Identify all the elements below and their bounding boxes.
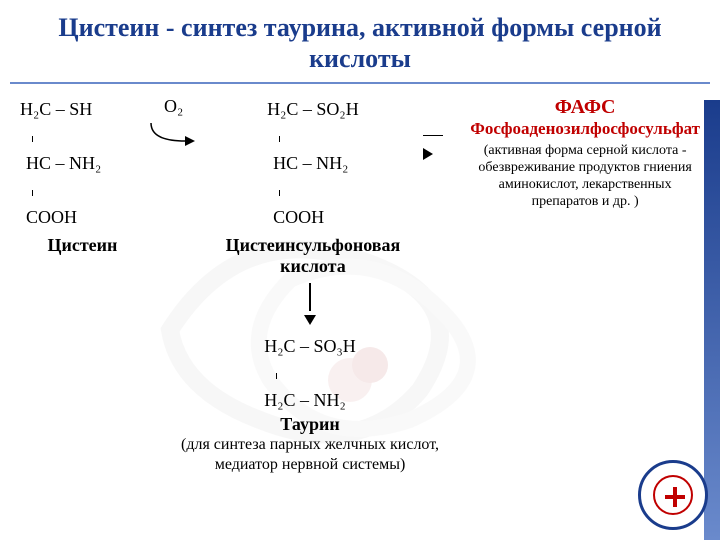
csulf-line1: H₂C – SO₂H <box>267 96 359 123</box>
diagram-content: H₂C – SH HC – NH₂ COOH Цистеин О₂ H₂C – … <box>0 92 720 478</box>
reaction-arrow-2 <box>423 96 450 162</box>
fafs-note: (активная форма серной кислота - обезвре… <box>470 143 700 210</box>
cysteine-line2: HC – NH₂ <box>20 150 145 177</box>
curved-arrow-icon <box>145 119 201 155</box>
taurine-line1: H₂C – SO₃H <box>264 333 356 360</box>
taurine-label: Таурин <box>160 414 460 435</box>
fafs-abbr: ФАФС <box>470 96 700 119</box>
taurine-structure: H₂C – SO₃H H₂C – NH₂ <box>264 333 356 414</box>
taurine-line2: H₂C – NH₂ <box>264 387 356 414</box>
cysteine-label: Цистеин <box>20 235 145 256</box>
taurine-block: H₂C – SO₃H H₂C – NH₂ Таурин (для синтеза… <box>160 333 460 475</box>
cysteine-line1: H₂C – SH <box>20 96 145 123</box>
reaction-arrow-1: О₂ <box>145 96 203 166</box>
cysteine-line3: COOH <box>20 204 145 231</box>
taurine-note: (для синтеза парных желчных кислот, меди… <box>160 435 460 475</box>
csulf-label: Цистеинсульфоновая кислота <box>202 235 423 276</box>
reaction-arrow-down <box>280 283 340 325</box>
title-divider <box>10 82 710 84</box>
reagent-o2: О₂ <box>145 96 203 117</box>
cysteinesulfonic-structure: H₂C – SO₂H HC – NH₂ COOH <box>267 96 359 231</box>
csulf-line3: COOH <box>267 204 359 231</box>
slide-title: Цистеин - синтез таурина, активной формы… <box>0 0 720 82</box>
fafs-fullname: Фосфоаденозилфосфосульфат <box>470 119 700 139</box>
fafs-block: ФАФС Фосфоаденозилфосфосульфат (активная… <box>470 96 700 210</box>
csulf-line2: HC – NH₂ <box>267 150 359 177</box>
cysteine-structure: H₂C – SH HC – NH₂ COOH <box>20 96 145 231</box>
